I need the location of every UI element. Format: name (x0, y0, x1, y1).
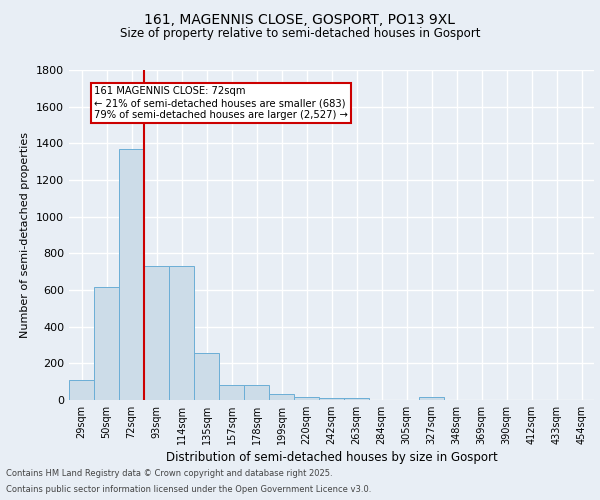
Text: Size of property relative to semi-detached houses in Gosport: Size of property relative to semi-detach… (120, 28, 480, 40)
Bar (344, 398, 369, 400)
Bar (244, 386, 269, 400)
Text: 161, MAGENNIS CLOSE, GOSPORT, PO13 9XL: 161, MAGENNIS CLOSE, GOSPORT, PO13 9XL (145, 12, 455, 26)
Bar (194, 353, 219, 400)
Bar (419, 396, 444, 400)
Bar (119, 149, 144, 400)
Text: Contains HM Land Registry data © Crown copyright and database right 2025.: Contains HM Land Registry data © Crown c… (6, 468, 332, 477)
Bar (169, 266, 194, 400)
Bar (94, 287, 119, 400)
Bar (319, 398, 344, 400)
Bar (269, 394, 294, 400)
Text: Contains public sector information licensed under the Open Government Licence v3: Contains public sector information licen… (6, 485, 371, 494)
X-axis label: Distribution of semi-detached houses by size in Gosport: Distribution of semi-detached houses by … (166, 451, 497, 464)
Bar (144, 266, 169, 400)
Bar (294, 396, 319, 400)
Text: 161 MAGENNIS CLOSE: 72sqm
← 21% of semi-detached houses are smaller (683)
79% of: 161 MAGENNIS CLOSE: 72sqm ← 21% of semi-… (94, 86, 348, 120)
Y-axis label: Number of semi-detached properties: Number of semi-detached properties (20, 132, 31, 338)
Bar (69, 380, 94, 400)
Bar (219, 386, 244, 400)
